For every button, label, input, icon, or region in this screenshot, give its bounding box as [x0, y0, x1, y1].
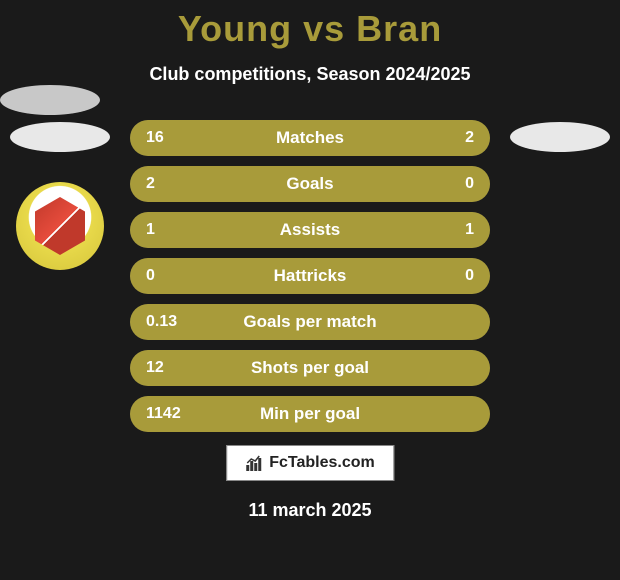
stat-row: 2 Goals 0 [130, 166, 490, 202]
stat-value-left: 2 [146, 175, 155, 193]
stat-label: Hattricks [274, 266, 347, 286]
jersey-right-icon [510, 122, 610, 152]
stat-label: Shots per goal [251, 358, 369, 378]
stat-value-left: 1 [146, 221, 155, 239]
stat-value-right: 2 [465, 129, 474, 147]
stat-fill-left [130, 120, 396, 156]
page-title: Young vs Bran [0, 8, 620, 50]
stat-row: 12 Shots per goal [130, 350, 490, 386]
stat-label: Assists [280, 220, 340, 240]
stat-row: 1 Assists 1 [130, 212, 490, 248]
stat-value-left: 0.13 [146, 313, 177, 331]
stat-value-right: 0 [465, 267, 474, 285]
stat-value-right: 1 [465, 221, 474, 239]
jersey-left-icon [10, 122, 110, 152]
stat-value-left: 16 [146, 129, 164, 147]
footer-date: 11 march 2025 [248, 500, 371, 521]
stats-container: 16 Matches 2 2 Goals 0 1 Assists 1 0 Hat… [130, 120, 490, 442]
stat-label: Matches [276, 128, 344, 148]
stat-fill-right [396, 120, 490, 156]
stat-value-left: 12 [146, 359, 164, 377]
stat-label: Min per goal [260, 404, 360, 424]
stat-row: 1142 Min per goal [130, 396, 490, 432]
footer-brand-badge[interactable]: FcTables.com [226, 445, 394, 481]
club-badge-left-icon [16, 182, 104, 270]
stat-label: Goals [286, 174, 333, 194]
stat-row: 16 Matches 2 [130, 120, 490, 156]
stat-value-left: 1142 [146, 405, 181, 423]
club-badge-right-icon [0, 85, 100, 115]
stat-label: Goals per match [243, 312, 376, 332]
stat-value-left: 0 [146, 267, 155, 285]
subtitle: Club competitions, Season 2024/2025 [0, 64, 620, 85]
stat-value-right: 0 [465, 175, 474, 193]
stat-row: 0 Hattricks 0 [130, 258, 490, 294]
stat-row: 0.13 Goals per match [130, 304, 490, 340]
chart-icon [245, 455, 263, 471]
footer-brand-text: FcTables.com [269, 454, 375, 472]
